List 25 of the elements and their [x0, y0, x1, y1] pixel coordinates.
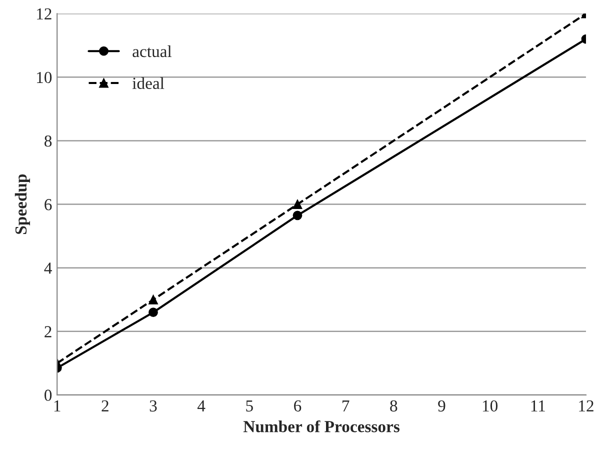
legend-label: actual	[132, 45, 172, 58]
x-tick-label: 6	[294, 400, 302, 412]
y-tick-label: 12	[37, 8, 52, 20]
y-tick-label: 4	[44, 262, 52, 274]
point	[148, 294, 158, 304]
x-tick-label: 8	[390, 400, 398, 412]
x-tick-label: 3	[150, 400, 157, 412]
x-tick-label: 9	[438, 400, 446, 412]
x-axis-title: Number of Processors	[243, 420, 400, 432]
y-axis-title: Speedup	[14, 174, 30, 234]
x-tick-label: 10	[482, 400, 498, 412]
legend-label: ideal	[132, 77, 164, 89]
y-tick-label: 10	[37, 72, 52, 84]
x-tick-label: 11	[531, 400, 545, 412]
x-tick-label: 4	[197, 400, 206, 412]
x-tick-label: 12	[579, 400, 594, 412]
y-tick-label: 6	[44, 199, 52, 210]
y-tick-label: 8	[44, 135, 52, 147]
x-tick-label: 5	[246, 400, 253, 412]
point	[292, 200, 302, 209]
x-tick-label: 1	[54, 400, 60, 412]
x-tick-label: 7	[342, 400, 350, 412]
y-tick-label: 2	[44, 326, 52, 338]
y-tick-label: 0	[44, 390, 52, 401]
x-tick-label: 2	[102, 400, 108, 412]
